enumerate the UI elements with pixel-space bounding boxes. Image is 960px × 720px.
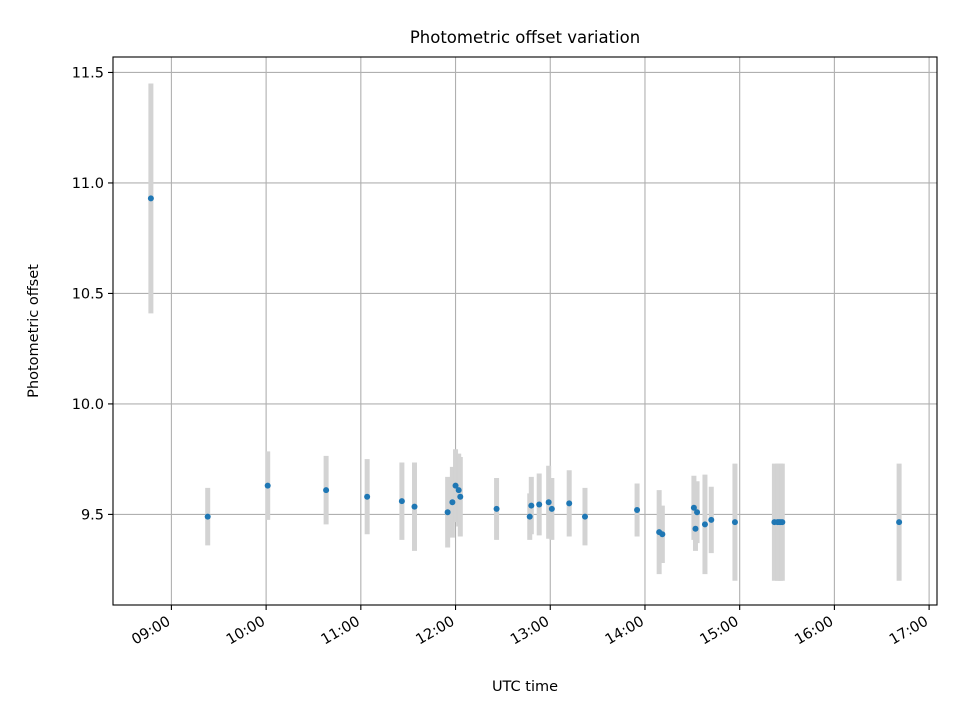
data-point — [581, 513, 588, 520]
data-point — [147, 195, 154, 202]
y-axis-ticks: 9.5 10.0 10.5 11.0 11.5 — [72, 65, 113, 523]
data-point — [444, 509, 451, 516]
data-point — [536, 501, 543, 508]
plot-frame — [112, 56, 938, 606]
data-point — [457, 493, 464, 500]
data-point — [526, 513, 533, 520]
data-point — [323, 487, 330, 494]
x-tick-label: 11:00 — [319, 614, 363, 649]
x-tick-label: 13:00 — [508, 614, 552, 649]
y-tick-label: 10.0 — [72, 397, 104, 413]
data-point — [455, 487, 462, 494]
x-axis-ticks: 09:00 10:00 11:00 12:00 13:00 14:00 15:00 16:00… — [129, 605, 931, 648]
x-tick-label: 14:00 — [603, 614, 647, 649]
data-point — [545, 499, 552, 506]
data-point — [634, 506, 641, 513]
x-tick-label: 17:00 — [887, 614, 931, 649]
data-point — [452, 482, 459, 489]
data-point — [731, 519, 738, 526]
data-point — [694, 509, 701, 516]
y-tick-label: 11.5 — [72, 65, 104, 81]
grid-lines — [113, 57, 937, 605]
data-point — [690, 504, 697, 511]
y-tick-label: 11.0 — [72, 176, 104, 192]
data-point — [566, 500, 573, 507]
x-axis-label: UTC time — [492, 679, 558, 695]
data-point — [701, 521, 708, 528]
x-tick-label: 09:00 — [129, 614, 173, 649]
data-point — [708, 516, 715, 523]
data-point — [779, 519, 786, 526]
data-points — [147, 195, 903, 538]
data-point — [659, 531, 666, 538]
data-point — [411, 503, 418, 510]
data-point — [896, 519, 903, 526]
data-point — [692, 525, 699, 532]
x-tick-label: 12:00 — [413, 614, 457, 649]
x-tick-label: 15:00 — [697, 614, 741, 649]
data-point — [449, 499, 456, 506]
data-point — [528, 502, 535, 509]
y-tick-label: 9.5 — [81, 507, 104, 523]
error-bars — [148, 83, 902, 581]
data-point — [204, 513, 211, 520]
data-point — [493, 505, 500, 512]
y-tick-label: 10.5 — [72, 286, 104, 302]
x-tick-label: 10:00 — [224, 614, 268, 649]
data-point — [364, 493, 371, 500]
data-point — [398, 498, 405, 505]
x-tick-label: 16:00 — [792, 614, 836, 649]
y-axis-label: Photometric offset — [26, 264, 42, 398]
chart-title: Photometric offset variation — [410, 28, 640, 47]
data-point — [264, 482, 271, 489]
data-point — [548, 505, 555, 512]
